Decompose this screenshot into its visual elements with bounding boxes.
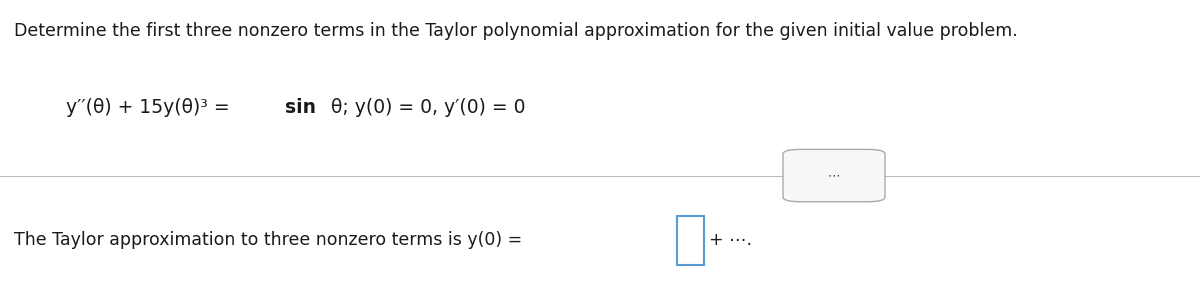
Text: ⋯: ⋯ (828, 169, 840, 182)
Text: sin: sin (284, 98, 316, 117)
Text: + ⋯.: + ⋯. (708, 231, 751, 249)
FancyBboxPatch shape (784, 149, 884, 202)
Text: θ; y(0) = 0, y′(0) = 0: θ; y(0) = 0, y′(0) = 0 (325, 98, 526, 117)
Text: The Taylor approximation to three nonzero terms is y(0) =: The Taylor approximation to three nonzer… (14, 231, 528, 249)
Text: y′′(θ) + 15y(θ)³ =: y′′(θ) + 15y(θ)³ = (66, 98, 235, 117)
FancyBboxPatch shape (677, 216, 703, 265)
Text: Determine the first three nonzero terms in the Taylor polynomial approximation f: Determine the first three nonzero terms … (14, 22, 1018, 39)
